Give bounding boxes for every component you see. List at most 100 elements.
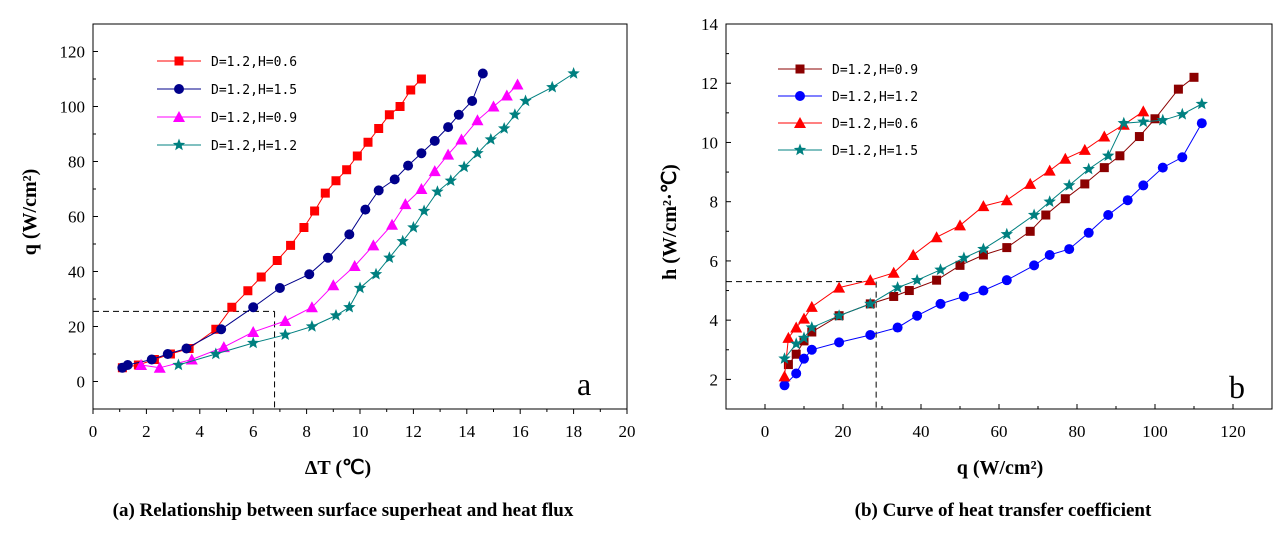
- data-point: [477, 68, 488, 79]
- x-axis-label-b: q (W/cm²): [957, 457, 1044, 479]
- series-line: [784, 122, 1203, 386]
- x-tick-label: 16: [512, 422, 529, 441]
- y-tick-label: 60: [68, 208, 85, 227]
- y-tick-label: 8: [710, 193, 719, 212]
- legend-label: D=1.2,H=1.5: [832, 144, 918, 159]
- data-point: [978, 250, 988, 260]
- data-point: [1064, 244, 1075, 255]
- data-point: [1173, 84, 1183, 94]
- y-tick-label: 80: [68, 153, 85, 172]
- data-point: [153, 361, 166, 373]
- series-b: [778, 72, 1208, 391]
- data-point: [467, 96, 478, 106]
- data-point: [146, 354, 157, 365]
- panel-letter-b: b: [1229, 369, 1245, 405]
- legend-marker: [793, 143, 807, 156]
- panel-a: 0 2 4 6 8 10 12 14 16 18 20 0 20 40 60 80 100 120 D=1.2,…: [19, 23, 636, 521]
- x-tick-label: 100: [1142, 422, 1168, 441]
- x-tick-label: 18: [565, 422, 582, 441]
- data-point: [889, 291, 899, 301]
- data-point: [1196, 118, 1207, 129]
- data-point: [1137, 115, 1150, 127]
- data-point: [396, 234, 409, 247]
- data-point: [122, 360, 133, 370]
- x-axis-label-a: ΔT (℃): [305, 457, 371, 479]
- data-point: [248, 302, 259, 313]
- y-axis-label-a: q (W/cm²): [19, 169, 41, 256]
- y-tick-label: 20: [68, 318, 85, 337]
- legend-label: D=1.2,H=0.9: [832, 63, 918, 78]
- data-point: [1195, 97, 1208, 110]
- data-point: [1177, 152, 1188, 163]
- x-tick-label: 10: [352, 422, 369, 441]
- data-point: [1102, 149, 1115, 161]
- data-point: [1063, 178, 1076, 191]
- data-point: [352, 151, 362, 161]
- data-point: [955, 260, 965, 270]
- data-point: [1000, 194, 1013, 206]
- data-point: [185, 353, 198, 365]
- data-point: [1083, 227, 1094, 238]
- caption-b: (b) Curve of heat transfer coefficient: [855, 500, 1152, 521]
- data-point: [305, 320, 319, 332]
- reference-lines-b: [726, 281, 877, 409]
- data-point: [500, 89, 513, 101]
- legend-a: D=1.2,H=0.6 D=1.2,H=1.5 D=1.2,H=0.9 D=1.2,H…: [157, 55, 297, 154]
- legend-label: D=1.2,H=0.9: [211, 111, 297, 126]
- y-ticks-a: 0 20 40 60 80 100 120: [60, 43, 98, 392]
- data-point: [1024, 177, 1037, 189]
- data-point: [797, 331, 811, 344]
- data-point: [1122, 195, 1133, 206]
- x-tick-label: 2: [142, 422, 151, 441]
- data-point: [1060, 194, 1070, 204]
- data-point: [256, 272, 266, 282]
- data-point: [443, 122, 454, 133]
- data-point: [327, 279, 340, 291]
- data-point: [373, 185, 384, 196]
- data-point: [416, 74, 426, 84]
- y-tick-label: 14: [701, 15, 719, 34]
- data-point: [310, 206, 320, 216]
- data-point: [1025, 226, 1035, 236]
- data-point: [1138, 180, 1149, 191]
- data-point: [907, 249, 920, 260]
- data-point: [1078, 143, 1091, 155]
- x-tick-label: 12: [405, 422, 422, 441]
- y-tick-label: 2: [710, 370, 719, 389]
- data-point: [389, 174, 400, 185]
- data-point: [329, 309, 343, 321]
- data-point: [395, 102, 405, 111]
- data-point: [417, 204, 431, 217]
- data-point: [935, 298, 946, 309]
- legend-label: D=1.2,H=1.2: [211, 139, 297, 154]
- data-point: [369, 267, 383, 280]
- data-point: [209, 347, 222, 360]
- data-point: [1043, 164, 1056, 176]
- data-point: [977, 242, 990, 255]
- data-point: [272, 256, 282, 265]
- reference-lines-a: [93, 310, 276, 409]
- data-point: [211, 324, 221, 334]
- data-point: [172, 358, 185, 371]
- data-point: [954, 219, 966, 231]
- data-point: [1002, 243, 1012, 253]
- data-point: [546, 80, 559, 93]
- data-point: [805, 321, 818, 333]
- data-point: [374, 124, 384, 133]
- data-point: [1115, 151, 1125, 161]
- data-point: [428, 165, 441, 177]
- data-point: [511, 78, 524, 90]
- data-point: [1043, 195, 1056, 207]
- y-tick-label: 12: [701, 74, 718, 93]
- data-point: [864, 297, 877, 310]
- data-point: [1134, 132, 1144, 142]
- data-point: [1080, 179, 1090, 189]
- data-point: [471, 146, 484, 159]
- legend-marker: [174, 84, 184, 94]
- data-point: [799, 336, 809, 346]
- data-point: [519, 94, 532, 107]
- data-point: [779, 380, 790, 391]
- data-point: [1082, 162, 1095, 175]
